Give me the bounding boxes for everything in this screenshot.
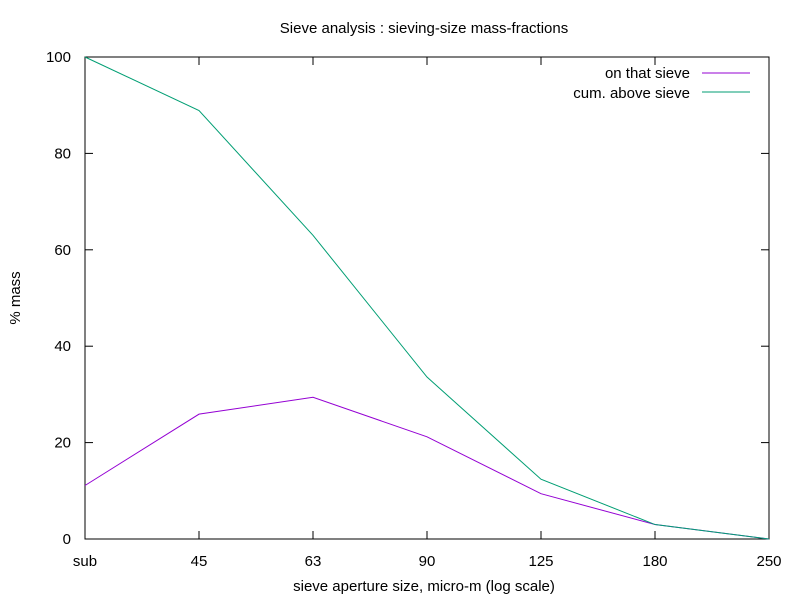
legend-label-on-that-sieve: on that sieve xyxy=(605,65,690,82)
y-tick-label: 60 xyxy=(54,242,71,259)
x-axis-title: sieve aperture size, micro-m (log scale) xyxy=(293,578,555,595)
y-tick-label: 0 xyxy=(63,531,71,548)
x-tick-label: 90 xyxy=(419,553,436,570)
y-tick-label: 80 xyxy=(54,145,71,162)
x-tick-label: 45 xyxy=(191,553,208,570)
y-tick-label: 40 xyxy=(54,338,71,355)
chart-title: Sieve analysis : sieving-size mass-fract… xyxy=(280,20,568,37)
x-tick-labels: sub 45 63 90 125 180 250 xyxy=(73,553,782,570)
y-tick-label: 20 xyxy=(54,435,71,452)
x-tick-label: 250 xyxy=(756,553,781,570)
tick-marks xyxy=(85,56,769,540)
legend: on that sieve cum. above sieve xyxy=(573,65,750,102)
series-lines xyxy=(84,56,770,540)
x-tick-label: 180 xyxy=(642,553,667,570)
series-line-on-that-sieve xyxy=(84,396,770,540)
y-tick-label: 100 xyxy=(46,49,71,66)
y-axis-title: % mass xyxy=(7,271,24,324)
series-line-cum-above-sieve xyxy=(84,56,770,540)
legend-label-cum-above-sieve: cum. above sieve xyxy=(573,85,690,102)
x-tick-label: 125 xyxy=(528,553,553,570)
y-tick-labels: 0 20 40 60 80 100 xyxy=(46,49,71,548)
x-tick-label: 63 xyxy=(305,553,322,570)
plot-frame xyxy=(84,56,770,540)
x-tick-label: sub xyxy=(73,553,97,570)
